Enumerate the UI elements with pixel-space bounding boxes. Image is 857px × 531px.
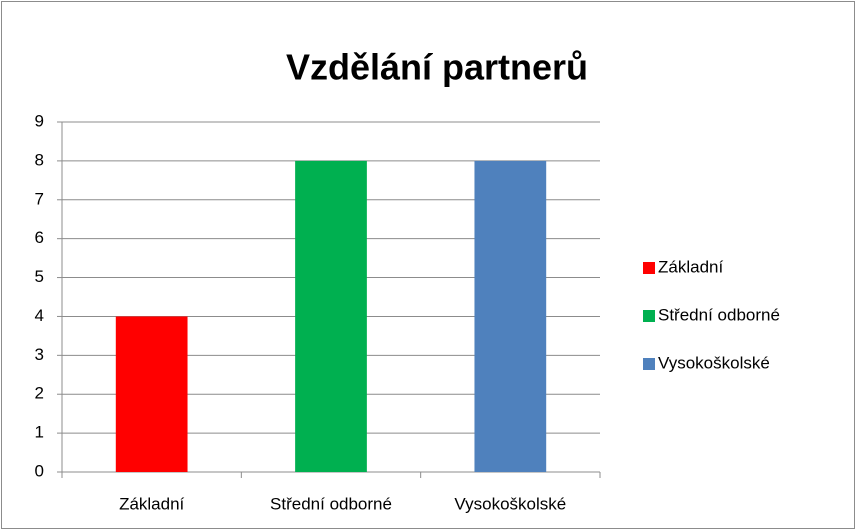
y-tick-label: 4 bbox=[35, 306, 44, 325]
legend-swatch bbox=[643, 262, 655, 274]
legend-label: Střední odborné bbox=[658, 305, 780, 324]
legend-swatch bbox=[643, 310, 655, 322]
legend-label: Základní bbox=[658, 257, 723, 276]
y-tick-label: 7 bbox=[35, 189, 44, 208]
y-tick-label: 1 bbox=[35, 423, 44, 442]
x-tick-label: Střední odborné bbox=[270, 494, 392, 513]
bar bbox=[115, 316, 188, 472]
y-tick-label: 2 bbox=[35, 384, 44, 403]
y-tick-label: 8 bbox=[35, 150, 44, 169]
bar bbox=[474, 160, 547, 472]
legend-label: Vysokoškolské bbox=[658, 353, 770, 372]
y-tick-label: 0 bbox=[35, 461, 44, 480]
legend-swatch bbox=[643, 358, 655, 370]
x-tick-label: Základní bbox=[119, 494, 184, 513]
y-tick-label: 6 bbox=[35, 228, 44, 247]
y-tick-label: 9 bbox=[35, 111, 44, 130]
x-tick-label: Vysokoškolské bbox=[454, 494, 566, 513]
y-tick-label: 5 bbox=[35, 267, 44, 286]
y-tick-label: 3 bbox=[35, 345, 44, 364]
chart-title: Vzdělání partnerů bbox=[286, 47, 588, 88]
bar bbox=[295, 160, 367, 472]
